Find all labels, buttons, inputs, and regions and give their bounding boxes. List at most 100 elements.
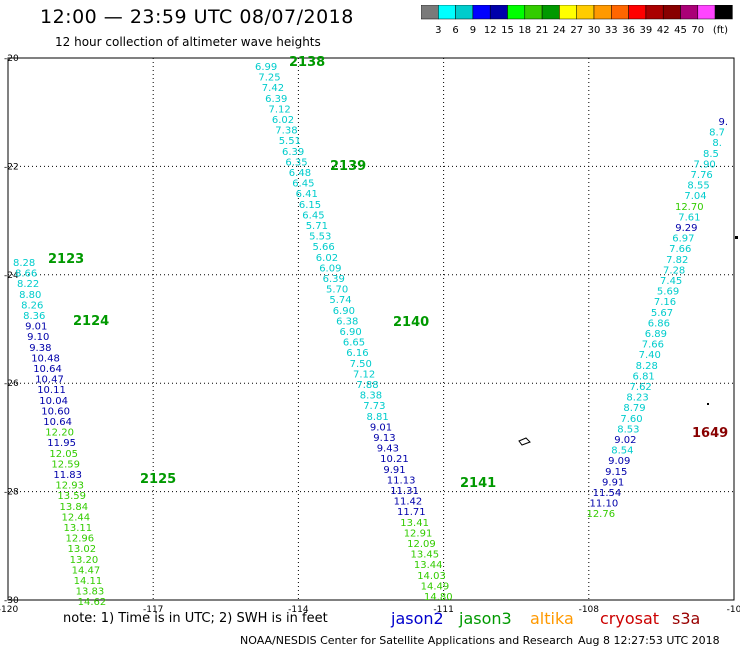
colorbar-tick-label: 70 (691, 25, 704, 36)
swh-value: 7.12 (353, 369, 375, 380)
legend-cryosat: cryosat (600, 609, 660, 628)
swh-value: 6.02 (272, 115, 294, 126)
swh-value: 5.71 (306, 221, 328, 232)
pass-number-label: 2125 (140, 472, 176, 487)
swh-value: 8.66 (15, 269, 37, 280)
swh-value: 13.84 (60, 502, 89, 513)
colorbar-tick-label: 24 (553, 25, 566, 36)
colorbar-tick-label: 27 (570, 25, 583, 36)
colorbar-unit: (ft) (713, 25, 728, 36)
swh-value: 14.47 (72, 565, 101, 576)
swh-value: 7.16 (654, 297, 676, 308)
swh-value: 6.16 (346, 348, 368, 359)
swh-value: 8.5 (703, 149, 719, 160)
swh-value: 9. (718, 117, 728, 128)
swh-value: 11.83 (53, 470, 82, 481)
swh-value: 11.13 (387, 475, 416, 486)
swh-value: 7.62 (630, 382, 652, 393)
swh-value: 13.45 (411, 550, 440, 561)
swh-value: 12.93 (55, 481, 84, 492)
swh-value: 13.44 (414, 560, 443, 571)
swh-value: 10.64 (43, 417, 72, 428)
swh-value: 9.43 (377, 444, 399, 455)
swh-value: 7.73 (363, 401, 385, 412)
colorbar-tick-label: 33 (605, 25, 618, 36)
swh-value: 12.44 (62, 512, 91, 523)
island-dot (735, 236, 738, 239)
swh-value: 8.38 (360, 391, 382, 402)
swh-value: 13.20 (70, 555, 99, 566)
swh-value: 9.91 (602, 477, 624, 488)
swh-value: 7.88 (356, 380, 378, 391)
swh-value: 6.90 (333, 306, 355, 317)
swh-value: 6.39 (323, 274, 345, 285)
swh-value: 5.67 (651, 308, 673, 319)
pass-number-label: 1649 (692, 426, 728, 441)
swh-value: 5.70 (326, 285, 348, 296)
swh-value: 11.54 (593, 488, 622, 499)
x-axis-tick-label: -10 (727, 605, 740, 615)
swh-value: 8.53 (617, 424, 639, 435)
colorbar-tick-label: 36 (622, 25, 635, 36)
swh-value: 7.40 (639, 350, 661, 361)
swh-value: 5.53 (309, 232, 331, 243)
swh-value: 6.39 (265, 94, 287, 105)
swh-value: 7.12 (269, 104, 291, 115)
pass-number-label: 2141 (460, 476, 496, 491)
swh-value: 10.04 (39, 396, 68, 407)
swh-value: 6.99 (255, 62, 277, 73)
swh-value: 12.76 (586, 509, 615, 520)
footer-note: note: 1) Time is in UTC; 2) SWH is in fe… (63, 611, 328, 626)
swh-value: 12.05 (49, 449, 78, 460)
page-title: 12:00 — 23:59 UTC 08/07/2018 (40, 6, 354, 28)
swh-value: 9.02 (614, 435, 636, 446)
swh-value: 13.41 (400, 518, 429, 529)
legend-jason2: jason2 (391, 609, 444, 628)
colorbar-swatch (714, 5, 733, 20)
swh-value: 7.38 (275, 126, 297, 137)
swh-value: 8.26 (21, 300, 43, 311)
swh-value: 14.62 (78, 597, 107, 608)
swh-value: 14.80 (424, 592, 453, 603)
swh-value: 8.36 (23, 311, 45, 322)
colorbar-tick-label: 6 (452, 25, 458, 36)
swh-value: 5.69 (657, 287, 679, 298)
colorbar-tick-label: 3 (435, 25, 441, 36)
y-axis-tick-label: -26 (4, 379, 19, 389)
x-axis-tick-label: -114 (288, 605, 309, 615)
swh-value: 11.95 (47, 438, 76, 449)
swh-value: 12.96 (66, 534, 95, 545)
swh-value: 5.51 (279, 136, 301, 147)
x-axis-tick-label: -117 (143, 605, 163, 615)
swh-value: 10.60 (41, 406, 70, 417)
colorbar-tick-label: 18 (518, 25, 531, 36)
colorbar-tick-label: 45 (674, 25, 687, 36)
swh-value: 10.47 (35, 375, 64, 386)
colorbar-tick-label: 21 (536, 25, 549, 36)
swh-value: 9.15 (605, 467, 627, 478)
colorbar-tick-label: 12 (484, 25, 497, 36)
pass-number-label: 2140 (393, 315, 429, 330)
page-subtitle: 12 hour collection of altimeter wave hei… (55, 35, 321, 49)
legend-altika: altika (530, 609, 574, 628)
legend-s3a: s3a (672, 609, 701, 628)
swh-value: 12.70 (675, 202, 704, 213)
pass-number-label: 2124 (73, 314, 109, 329)
swh-value: 13.02 (68, 544, 97, 555)
pass-number-label: 2139 (330, 159, 366, 174)
y-axis-tick-label: -20 (4, 54, 19, 64)
colorbar-tick-label: 42 (657, 25, 670, 36)
swh-value: 7.45 (660, 276, 682, 287)
swh-value: 8.28 (13, 258, 35, 269)
swh-value: 8.79 (623, 403, 645, 414)
swh-value: 8.55 (687, 181, 709, 192)
swh-value: 10.64 (33, 364, 62, 375)
swh-value: 7.76 (691, 170, 713, 181)
swh-value: 6.41 (296, 189, 318, 200)
swh-value: 6.38 (336, 316, 358, 327)
swh-value: 6.90 (340, 327, 362, 338)
swh-value: 9.01 (370, 422, 392, 433)
colorbar-tick-label: 9 (470, 25, 476, 36)
swh-value: 6.09 (319, 263, 341, 274)
swh-value: 7.04 (684, 191, 706, 202)
